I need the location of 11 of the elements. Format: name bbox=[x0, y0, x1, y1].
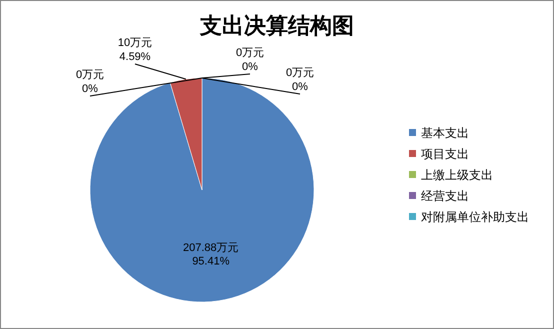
legend-label: 项目支出 bbox=[421, 147, 469, 161]
legend-label: 经营支出 bbox=[421, 189, 469, 203]
title: 支出决算结构图 bbox=[200, 13, 354, 38]
data-label: 0万元 0% bbox=[286, 67, 314, 93]
data-label: 10万元 4.59% bbox=[118, 37, 152, 63]
legend-label: 对附属单位补助支出 bbox=[421, 210, 529, 224]
data-label: 0万元 0% bbox=[236, 47, 264, 73]
data-label: 207.88万元 95.41% bbox=[183, 242, 239, 268]
legend-label: 上缴上级支出 bbox=[421, 168, 493, 182]
legend-label: 基本支出 bbox=[421, 126, 469, 140]
data-label: 0万元 0% bbox=[76, 69, 104, 95]
